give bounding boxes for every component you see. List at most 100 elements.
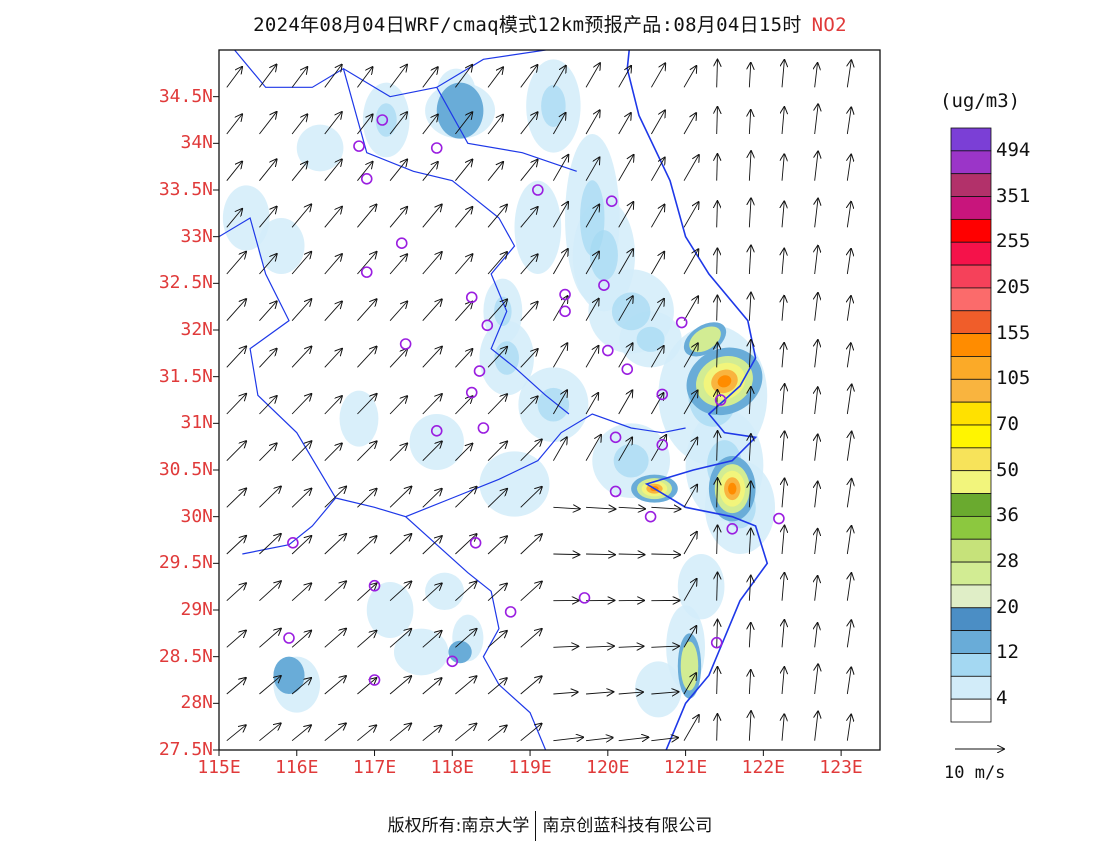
wind-arrow	[226, 114, 242, 135]
colorbar-swatch	[950, 356, 992, 380]
wind-arrow	[586, 554, 615, 555]
wind-arrow	[683, 249, 698, 275]
wind-arrow	[782, 667, 784, 695]
wind-arrow	[552, 202, 568, 228]
wind-arrow	[259, 65, 276, 88]
wind-arrow	[324, 159, 342, 181]
lon-tick-label: 121E	[663, 757, 708, 778]
monitoring-station-marker	[578, 592, 591, 604]
wind-arrow	[259, 207, 276, 228]
lon-tick-label: 123E	[819, 757, 863, 778]
wind-arrow	[683, 66, 696, 88]
wind-arrow	[226, 725, 246, 742]
lat-tick-label: 32N	[180, 319, 213, 340]
wind-arrow	[455, 349, 472, 368]
wind-arrow	[291, 725, 311, 742]
wind-arrow	[226, 489, 246, 508]
wind-arrow	[324, 254, 342, 275]
colorbar-swatch	[950, 287, 992, 312]
wind-arrow	[520, 207, 538, 228]
lat-tick-label: 30.5N	[158, 459, 213, 480]
wind-arrow	[455, 396, 472, 415]
wind-arrow	[422, 252, 442, 275]
wind-arrow	[683, 673, 696, 695]
wind-arrow	[455, 487, 476, 508]
lon-tick-label: 118E	[430, 757, 474, 778]
wind-arrow	[357, 67, 372, 88]
lat-tick-label: 33.5N	[158, 179, 213, 200]
wind-arrow	[520, 676, 542, 695]
wind-arrow	[618, 113, 631, 135]
wind-arrow	[782, 343, 784, 368]
wind-arrow	[749, 711, 751, 741]
wind-arrow	[389, 581, 411, 602]
wind-arrow	[847, 667, 851, 695]
wind-arrow	[847, 715, 851, 741]
wind-arrow	[585, 738, 613, 741]
wind-arrow	[553, 737, 583, 740]
wind-arrow	[782, 201, 784, 228]
monitoring-station-marker	[532, 184, 544, 196]
colorbar-tick-label: 105	[996, 367, 1031, 390]
lon-tick-label: 120E	[586, 757, 630, 778]
province-boundary	[405, 413, 686, 518]
wind-arrow	[389, 349, 407, 368]
wind-arrow	[585, 252, 599, 275]
wind-arrow	[847, 526, 851, 555]
wind-arrow	[389, 534, 411, 555]
wind-arrow	[782, 384, 785, 415]
monitoring-station-marker	[469, 536, 482, 549]
wind-arrow	[455, 254, 472, 275]
wind-arrow	[618, 390, 633, 415]
wind-arrow	[815, 199, 818, 228]
monitoring-station-marker	[726, 522, 739, 535]
wind-arrow	[324, 534, 346, 555]
monitoring-station-marker	[605, 195, 618, 207]
wind-arrow	[553, 507, 579, 509]
wind-arrow	[259, 254, 276, 275]
wind-arrow	[585, 435, 601, 461]
wind-arrow	[585, 110, 600, 135]
wind-arrow	[717, 431, 718, 461]
wind-arrow	[324, 443, 342, 461]
wind-arrow	[749, 293, 751, 321]
wind-arrow	[422, 115, 438, 135]
monitoring-station-marker	[656, 388, 669, 401]
monitoring-station-marker	[368, 674, 381, 686]
wind-arrow	[455, 160, 472, 181]
monitoring-station-marker	[504, 606, 517, 618]
wind-arrow	[487, 67, 503, 88]
wind-arrow	[815, 340, 818, 368]
wind-arrow	[357, 162, 372, 181]
wind-arrow	[717, 714, 718, 741]
wind-arrow	[226, 441, 246, 461]
wind-arrow	[259, 112, 276, 135]
wind-arrow	[683, 390, 698, 415]
wind-arrow	[585, 63, 600, 88]
province-boundary	[342, 68, 500, 219]
wind-arrow	[618, 343, 633, 368]
wind-arrow	[650, 252, 664, 275]
wind-arrow	[487, 115, 503, 135]
wind-arrow	[847, 107, 851, 135]
wind-arrow	[226, 346, 246, 368]
wind-arrow	[552, 249, 567, 275]
wind-arrow	[226, 678, 246, 695]
wind-arrow	[586, 692, 613, 694]
colorbar-tick-label: 28	[996, 550, 1019, 573]
wind-arrow	[259, 676, 280, 695]
wind-arrow	[389, 723, 411, 742]
wind-arrow	[455, 444, 472, 461]
wind-arrow	[357, 394, 376, 415]
title-text: 2024年08月04日WRF/cmaq模式12km预报产品:08月04日15时	[253, 14, 802, 36]
colorbar-tick-label: 205	[996, 275, 1031, 298]
wind-arrow	[357, 204, 376, 228]
monitoring-station-marker	[773, 512, 785, 525]
footer-separator	[535, 811, 537, 841]
colorbar-swatch	[950, 538, 992, 563]
lon-tick-label: 122E	[741, 757, 786, 778]
wind-arrow	[749, 198, 751, 228]
wind-arrow	[618, 202, 634, 228]
wind-arrow	[291, 678, 311, 695]
wind-arrow	[291, 114, 307, 135]
